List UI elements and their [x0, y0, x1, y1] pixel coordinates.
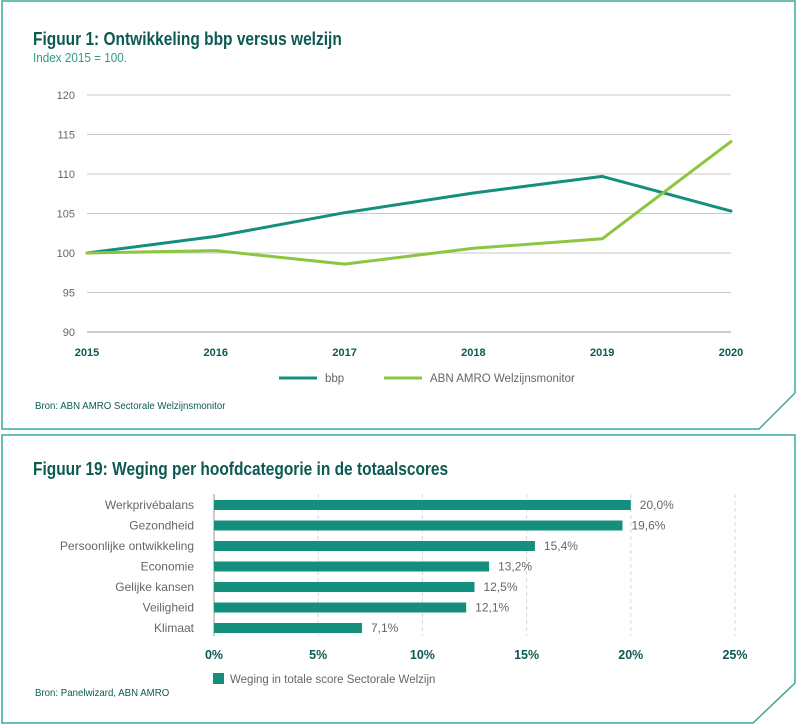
- x-tick-label: 20%: [618, 648, 643, 662]
- data-point: [343, 262, 346, 266]
- series-line-welzijn: [85, 140, 733, 266]
- y-tick-label: 110: [57, 169, 75, 181]
- chart-panel-category-weights: Figuur 19: Weging per hoofdcategorie in …: [0, 434, 800, 725]
- legend-swatch: [213, 673, 224, 684]
- value-label: 20,0%: [640, 498, 674, 512]
- y-tick-label: 105: [57, 209, 75, 221]
- x-tick-label: 15%: [514, 648, 539, 662]
- bar-chart: 0% 5% 10% 15% 20% 25% Werkprivébalans 20,0% Gezo…: [60, 494, 748, 686]
- legend-label: Weging in totale score Sectorale Welzijn: [230, 674, 435, 686]
- bar: [214, 623, 362, 633]
- bar: [214, 500, 631, 510]
- legend-label: bbp: [325, 373, 344, 385]
- value-label: 19,6%: [631, 519, 665, 533]
- bar: [214, 520, 623, 531]
- data-point: [85, 251, 89, 255]
- panel-frame: [1, 434, 796, 724]
- x-tick-label: 10%: [410, 648, 435, 662]
- chart-title: Figuur 1: Ontwikkeling bbp versus welzij…: [33, 29, 342, 49]
- bar: [214, 602, 467, 613]
- y-tick-label: 120: [57, 90, 75, 102]
- y-tick-label: 100: [57, 248, 75, 260]
- legend-label: ABN AMRO Welzijnsmonitor: [430, 373, 575, 385]
- x-tick-label: 2017: [332, 347, 356, 359]
- y-tick-label: 115: [57, 130, 75, 142]
- bar: [214, 561, 490, 572]
- chart-panel-gdp-wellbeing: Figuur 1: Ontwikkeling bbp versus welzij…: [1, 0, 796, 430]
- x-tick-label: 0%: [205, 648, 223, 662]
- category-label: Veiligheid: [143, 601, 194, 615]
- bar: [214, 541, 535, 551]
- x-tick-label: 2020: [719, 347, 743, 359]
- data-point: [472, 191, 475, 195]
- value-label: 15,4%: [544, 539, 578, 553]
- data-point: [729, 140, 733, 143]
- x-tick-label: 25%: [722, 648, 747, 662]
- y-tick-label: 95: [63, 288, 75, 300]
- data-point: [601, 175, 604, 178]
- x-tick-label: 2018: [461, 347, 485, 359]
- category-label: Gezondheid: [129, 519, 194, 533]
- data-point: [472, 247, 475, 250]
- x-tick-label: 2015: [75, 347, 99, 359]
- x-tick-label: 5%: [309, 648, 327, 662]
- x-tick-label: 2019: [590, 347, 614, 359]
- category-label: Werkprivébalans: [105, 498, 194, 512]
- category-label: Klimaat: [154, 621, 195, 635]
- category-label: Gelijke kansen: [115, 580, 194, 594]
- data-point: [343, 211, 346, 214]
- data-point: [729, 209, 733, 213]
- series-line-bbp: [85, 174, 733, 255]
- category-label: Economie: [141, 560, 195, 574]
- bar: [214, 582, 475, 592]
- panel-frame: [1, 0, 796, 430]
- source-note: Bron: ABN AMRO Sectorale Welzijnsmonitor: [35, 400, 226, 412]
- data-point: [214, 249, 217, 252]
- x-tick-label: 2016: [204, 347, 228, 359]
- y-tick-label: 90: [63, 327, 75, 339]
- data-point: [601, 237, 604, 240]
- line-chart: 90 95 100 105 110 115 120 2015 2016 2017 2018 2019 2…: [57, 90, 744, 385]
- source-note: Bron: Panelwizard, ABN AMRO: [35, 687, 170, 699]
- value-label: 7,1%: [371, 621, 399, 635]
- data-point: [214, 235, 217, 238]
- value-label: 13,2%: [498, 560, 532, 574]
- chart-title: Figuur 19: Weging per hoofdcategorie in …: [33, 459, 449, 479]
- value-label: 12,1%: [475, 601, 509, 615]
- value-label: 12,5%: [484, 580, 518, 594]
- category-label: Persoonlijke ontwikkeling: [60, 539, 194, 553]
- chart-subtitle: Index 2015 = 100.: [33, 50, 128, 65]
